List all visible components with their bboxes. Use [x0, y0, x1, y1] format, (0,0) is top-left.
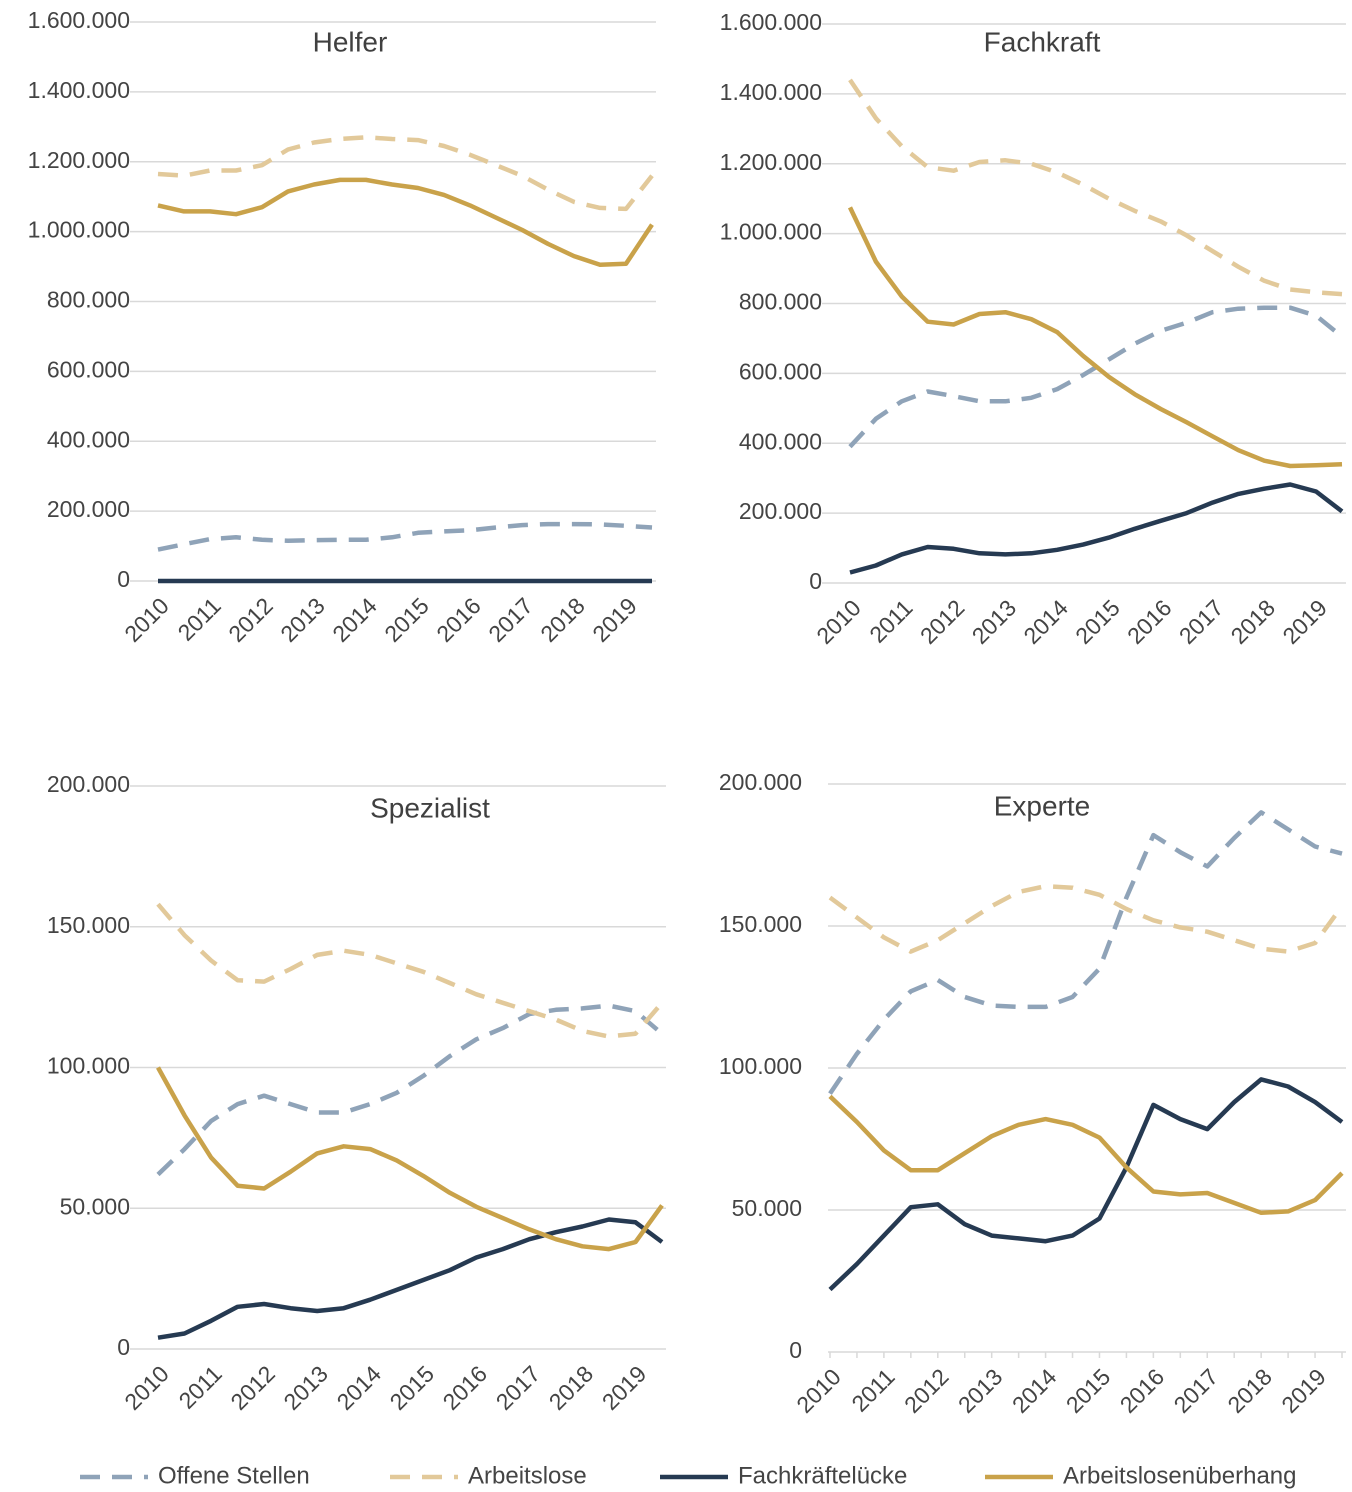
- x-tick-label: 2016: [1115, 1363, 1170, 1418]
- y-tick-label: 1.000.000: [720, 219, 822, 245]
- chart-title: Spezialist: [370, 792, 490, 823]
- y-tick-label: 800.000: [47, 287, 130, 313]
- y-tick-label: 200.000: [739, 498, 822, 524]
- chart-title: Helfer: [313, 26, 388, 57]
- series-line: [156, 1066, 664, 1252]
- y-tick-label: 800.000: [739, 289, 822, 315]
- legend-label: Offene Stellen: [158, 1462, 310, 1489]
- x-tick-label: 2018: [535, 592, 590, 647]
- y-tick-label: 150.000: [47, 912, 130, 938]
- y-tick-label: 1.400.000: [28, 77, 130, 103]
- x-tick-label: 2010: [119, 592, 174, 647]
- x-tick-label: 2013: [278, 1360, 333, 1415]
- x-tick-label: 2013: [967, 594, 1022, 649]
- x-tick-label: 2010: [811, 594, 866, 649]
- x-tick-label: 2015: [379, 592, 434, 647]
- y-tick-label: 1.200.000: [28, 147, 130, 173]
- series-line: [157, 135, 654, 212]
- series-line: [828, 810, 1343, 1095]
- series-line: [157, 521, 653, 552]
- x-tick-label: 2012: [915, 594, 970, 649]
- y-tick-label: 1.000.000: [28, 217, 130, 243]
- series-line: [828, 1077, 1344, 1292]
- x-tick-label: 2017: [483, 592, 538, 647]
- y-tick-label: 1.600.000: [720, 9, 822, 35]
- x-tick-label: 2018: [544, 1360, 599, 1415]
- y-tick-label: 50.000: [60, 1193, 130, 1219]
- series-line: [156, 1003, 664, 1177]
- legend-label: Arbeitslose: [468, 1462, 587, 1489]
- series-line: [828, 1094, 1344, 1216]
- y-tick-label: 50.000: [732, 1195, 802, 1221]
- x-tick-label: 2019: [587, 592, 642, 647]
- x-tick-label: 2018: [1222, 1363, 1277, 1418]
- x-tick-label: 2018: [1226, 594, 1281, 649]
- y-tick-label: 100.000: [719, 1053, 802, 1079]
- chart-title: Experte: [994, 790, 1091, 821]
- x-tick-label: 2011: [174, 1360, 227, 1413]
- series-line: [157, 1217, 664, 1340]
- y-tick-label: 0: [117, 1334, 130, 1360]
- y-tick-label: 0: [789, 1337, 802, 1363]
- y-tick-label: 200.000: [719, 769, 802, 795]
- y-tick-label: 600.000: [739, 358, 822, 384]
- y-tick-label: 1.200.000: [720, 149, 822, 175]
- y-tick-label: 1.600.000: [28, 7, 130, 33]
- series-line: [848, 305, 1344, 449]
- series-line: [847, 206, 1343, 469]
- series-line: [156, 902, 664, 1039]
- series-line: [848, 78, 1343, 297]
- y-tick-label: 100.000: [47, 1053, 130, 1079]
- chart-title: Fachkraft: [984, 26, 1101, 57]
- x-tick-label: 2015: [385, 1360, 440, 1415]
- x-tick-label: 2012: [223, 592, 278, 647]
- y-tick-label: 1.400.000: [720, 79, 822, 105]
- x-tick-label: 2019: [1277, 594, 1332, 649]
- x-tick-label: 2011: [864, 594, 917, 647]
- x-tick-label: 2017: [1169, 1363, 1224, 1418]
- series-line: [828, 883, 1344, 954]
- legend-label: Arbeitslosenüberhang: [1063, 1462, 1297, 1489]
- x-tick-label: 2014: [1018, 594, 1073, 649]
- x-tick-label: 2016: [438, 1360, 493, 1415]
- x-tick-label: 2017: [1174, 594, 1229, 649]
- y-tick-label: 400.000: [739, 428, 822, 454]
- x-tick-label: 2016: [431, 592, 486, 647]
- x-tick-label: 2014: [331, 1360, 386, 1415]
- x-tick-label: 2014: [1007, 1363, 1062, 1418]
- series-line: [849, 482, 1344, 575]
- y-tick-label: 0: [117, 566, 130, 592]
- x-tick-label: 2011: [846, 1363, 899, 1416]
- x-tick-label: 2019: [597, 1360, 652, 1415]
- legend-label: Fachkräftelücke: [738, 1462, 907, 1489]
- x-tick-label: 2010: [119, 1360, 174, 1415]
- x-tick-label: 2014: [327, 592, 382, 647]
- series-line: [157, 177, 654, 268]
- y-tick-label: 0: [809, 568, 822, 594]
- x-tick-label: 2011: [172, 592, 225, 645]
- y-tick-label: 150.000: [719, 911, 802, 937]
- x-tick-label: 2016: [1122, 594, 1177, 649]
- x-tick-label: 2013: [953, 1363, 1008, 1418]
- x-tick-label: 2019: [1276, 1363, 1331, 1418]
- x-tick-label: 2012: [225, 1360, 280, 1415]
- x-tick-label: 2015: [1061, 1363, 1116, 1418]
- y-tick-label: 400.000: [47, 426, 130, 452]
- x-tick-label: 2012: [899, 1363, 954, 1418]
- y-tick-label: 600.000: [47, 356, 130, 382]
- x-tick-label: 2010: [791, 1363, 846, 1418]
- y-tick-label: 200.000: [47, 771, 130, 797]
- x-tick-label: 2015: [1070, 594, 1125, 649]
- x-tick-label: 2013: [275, 592, 330, 647]
- y-tick-label: 200.000: [47, 496, 130, 522]
- x-tick-label: 2017: [491, 1360, 546, 1415]
